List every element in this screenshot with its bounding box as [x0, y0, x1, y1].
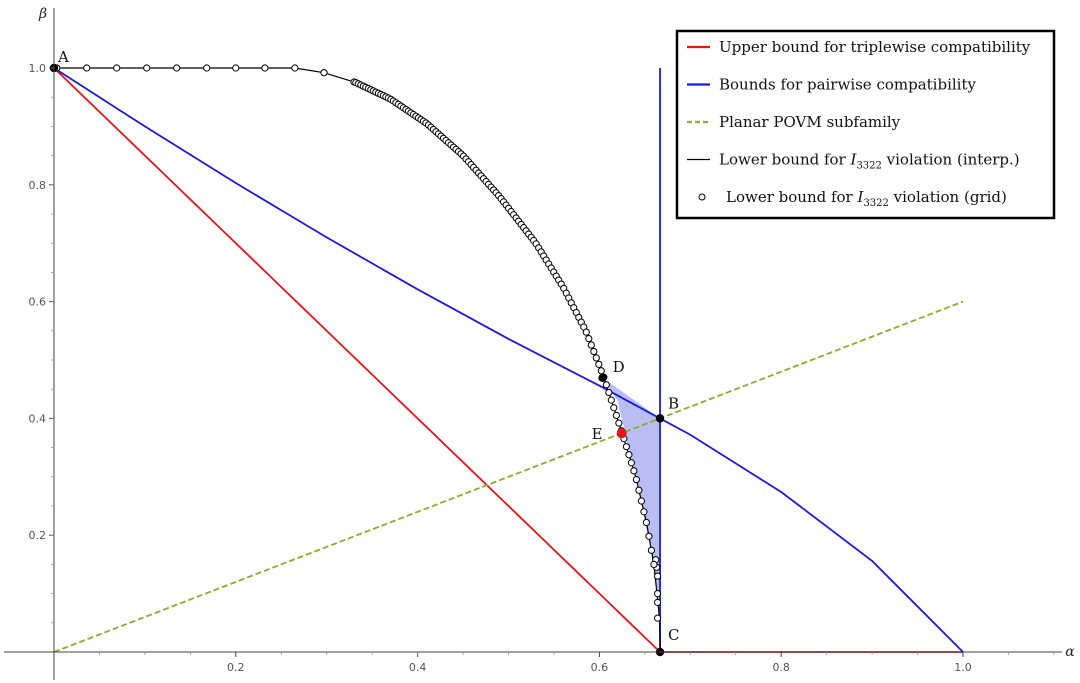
grid-marker: [610, 404, 618, 412]
point-label-a: A: [57, 48, 69, 66]
grid-marker: [635, 486, 643, 494]
legend-entry: Upper bound for triplewise compatibility: [687, 38, 1031, 56]
legend-label: Bounds for pairwise compatibility: [719, 76, 977, 94]
point-label-c: C: [668, 626, 679, 644]
x-tick-label: 0.6: [591, 661, 609, 674]
grid-marker: [627, 459, 635, 467]
grid-marker: [650, 560, 658, 569]
grid-marker: [291, 64, 299, 72]
y-axis-label: β: [38, 6, 47, 22]
point-label-b: B: [668, 394, 679, 412]
grid-marker: [113, 64, 121, 72]
legend-box: [675, 29, 1056, 220]
shaded-region: [602, 377, 661, 617]
grid-marker: [83, 64, 91, 72]
point-label-d: D: [613, 358, 625, 376]
grid-marker: [173, 64, 181, 72]
legend: Upper bound for triplewise compatibility…: [675, 29, 1056, 220]
grid-marker: [605, 388, 613, 397]
legend-entry: Lower bound for I3322 violation (grid): [698, 188, 1007, 209]
series-line-1: [53, 67, 964, 653]
x-axis-label: α: [1065, 644, 1075, 660]
grid-marker: [642, 518, 651, 527]
y-tick-label: 0.8: [29, 179, 47, 192]
legend-label: Lower bound for I3322 violation (grid): [726, 188, 1007, 209]
grid-marker: [602, 381, 610, 389]
x-tick-label: 1.0: [954, 661, 972, 674]
point-label-e: E: [592, 425, 603, 443]
grid-marker: [630, 467, 638, 475]
point-b: [655, 414, 665, 423]
legend-label: Lower bound for I3322 violation (interp.…: [719, 151, 1020, 172]
x-tick-label: 0.2: [227, 661, 245, 674]
point-d: [598, 373, 607, 383]
grid-marker: [592, 354, 600, 362]
grid-marker: [640, 508, 648, 516]
grid-marker: [203, 64, 211, 72]
legend-entry: Bounds for pairwise compatibility: [687, 76, 977, 94]
grid-marker: [612, 411, 620, 420]
grid-marker: [232, 64, 240, 72]
y-tick-label: 0.6: [29, 296, 47, 309]
grid-marker: [607, 396, 615, 404]
point-e: [616, 428, 627, 439]
grid-marker: [653, 614, 662, 622]
legend-label: Planar POVM subfamily: [719, 113, 901, 131]
grid-marker: [143, 64, 151, 72]
plot-area: A B C D E: [49, 48, 964, 657]
x-tick-label: 0.8: [772, 661, 790, 674]
y-tick-label: 0.4: [29, 412, 47, 425]
legend-swatch-marker: [698, 193, 706, 201]
grid-marker: [597, 367, 605, 375]
legend-entry: Planar POVM subfamily: [687, 113, 901, 131]
grid-marker: [632, 475, 641, 484]
series-line-2: [53, 300, 964, 653]
legend-entry: Lower bound for I3322 violation (interp.…: [687, 151, 1020, 172]
grid-marker: [590, 347, 598, 356]
grid-marker: [645, 532, 653, 540]
y-tick-label: 1.0: [29, 62, 47, 75]
grid-marker: [637, 497, 646, 505]
grid-marker: [625, 451, 633, 459]
y-tick-label: 0.2: [29, 529, 47, 542]
grid-marker: [622, 443, 630, 451]
x-tick-label: 0.4: [409, 661, 427, 674]
legend-label: Upper bound for triplewise compatibility: [719, 38, 1031, 56]
grid-marker: [653, 572, 662, 580]
grid-marker: [320, 69, 328, 77]
grid-marker: [261, 64, 269, 72]
grid-marker: [587, 341, 595, 349]
grid-marker: [595, 360, 603, 368]
grid-marker: [615, 419, 623, 427]
grid-marker: [585, 334, 593, 343]
grid-marker: [653, 590, 662, 598]
grid-marker: [582, 328, 590, 336]
grid-marker: [647, 546, 656, 554]
axes: 0.2 0.4 0.6 0.8 1.0 0.2 0.4 0.6 0.8 1.0 α β: [4, 6, 1075, 680]
grid-marker: [653, 598, 662, 606]
